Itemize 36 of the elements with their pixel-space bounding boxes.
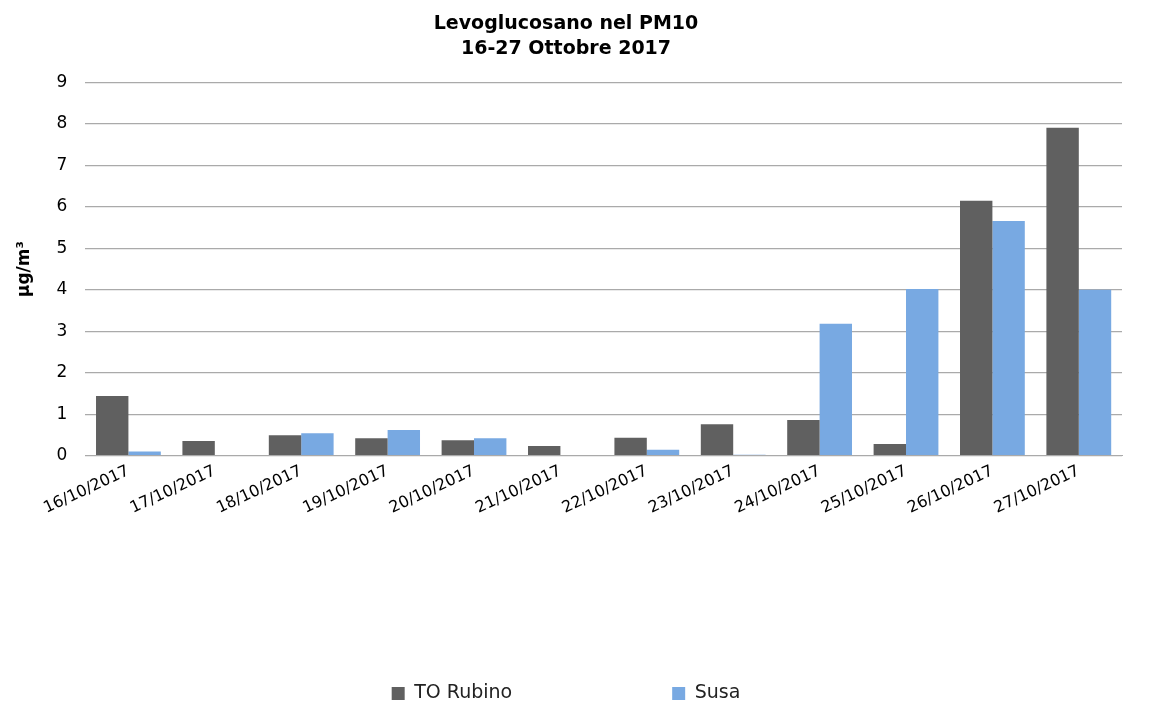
bar <box>819 323 852 456</box>
chart-subtitle: 16-27 Ottobre 2017 <box>460 36 672 59</box>
legend-label: Susa <box>694 680 741 703</box>
bar <box>387 429 421 456</box>
bar <box>646 449 680 456</box>
bar <box>960 200 993 456</box>
bar <box>182 441 215 456</box>
bar <box>128 451 161 456</box>
bar <box>787 419 820 456</box>
y-tick-label: 3 <box>56 319 68 340</box>
y-tick-label: 4 <box>56 278 68 299</box>
bar <box>301 433 334 456</box>
y-axis-title: µg/m³ <box>12 241 33 298</box>
bar <box>906 289 939 456</box>
bar <box>614 437 647 456</box>
bar <box>355 438 388 456</box>
bar <box>441 440 475 456</box>
bar <box>268 435 302 456</box>
y-tick-label: 8 <box>56 112 68 133</box>
bar <box>700 424 734 456</box>
y-tick-label: 7 <box>56 153 68 174</box>
bar <box>873 444 906 456</box>
y-tick-label: 2 <box>56 361 68 382</box>
bar <box>96 395 129 456</box>
bar <box>474 438 507 456</box>
bar <box>1078 289 1112 456</box>
y-tick-label: 5 <box>56 236 68 257</box>
y-tick-label: 9 <box>56 71 68 92</box>
bar <box>992 221 1025 456</box>
legend-label: TO Rubino <box>413 680 513 703</box>
y-tick-label: 6 <box>56 195 68 216</box>
bar <box>1046 127 1079 456</box>
chart-title: Levoglucosano nel PM10 <box>433 11 699 34</box>
y-tick-label: 0 <box>56 444 68 465</box>
bar <box>528 446 561 456</box>
y-tick-label: 1 <box>56 402 68 423</box>
